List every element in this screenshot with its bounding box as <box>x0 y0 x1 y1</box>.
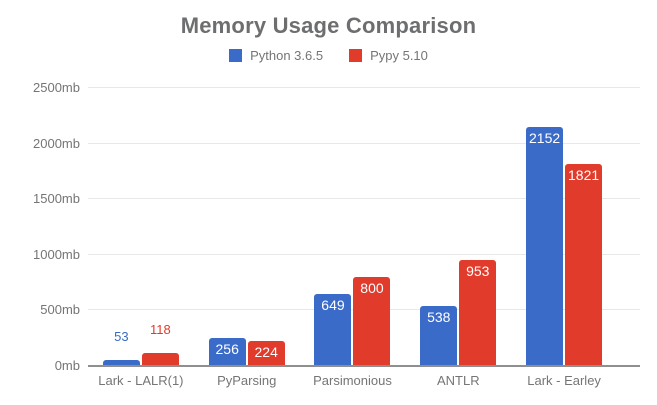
bar-value-label: 53 <box>114 329 129 345</box>
x-axis-label-antlr: ANTLR <box>436 373 480 388</box>
bar-pypy-5-10-lark-lalr-1 <box>141 352 179 366</box>
bar-value-label: 118 <box>150 321 171 337</box>
bar-pypy-5-10-lark-earley: 1821 <box>565 163 603 366</box>
y-axis-tick-label: 1000mb <box>33 246 80 262</box>
bar-python-3-6-5-lark-lalr-1 <box>102 360 140 366</box>
bar-pypy-5-10-pyparsing: 224 <box>247 341 285 366</box>
x-axis-baseline <box>88 365 640 367</box>
bar-value-label: 256 <box>215 340 239 357</box>
bars-area: 53 118 Lark - LALR(1) 256 224 PyParsing 649 800… <box>88 88 617 388</box>
gridline <box>88 198 640 200</box>
bar-value-label: 800 <box>360 280 384 297</box>
plot-area: 53 118 Lark - LALR(1) 256 224 PyParsing 649 800… <box>88 87 640 388</box>
legend-swatch-python <box>229 49 243 62</box>
x-axis-label-lark-lalr-1: Lark - LALR(1) <box>98 373 184 388</box>
x-axis-label-pyparsing: PyParsing <box>217 373 277 388</box>
legend-swatch-pypy <box>349 49 363 62</box>
chart-title: Memory Usage Comparison <box>180 13 477 38</box>
bar-python-3-6-5-antlr: 538 <box>420 306 458 366</box>
legend-item-python: Python 3.6.5 <box>229 48 323 63</box>
legend-label-pypy: Pypy 5.10 <box>370 48 428 63</box>
bar-value-label: 224 <box>254 344 278 361</box>
gridline <box>88 142 640 144</box>
gridline <box>88 253 640 255</box>
y-axis-tick-label: 500mb <box>40 302 80 318</box>
bar-group-lark-lalr-1: 53 118 Lark - LALR(1) <box>88 88 194 388</box>
bar-group-lark-earley: 2152 1821 Lark - Earley <box>511 88 617 388</box>
y-axis: 0mb 500mb 1000mb 1500mb 2000mb 2500mb <box>0 81 80 373</box>
bar-python-3-6-5-lark-earley: 2152 <box>526 126 564 366</box>
legend: Python 3.6.5 Pypy 5.10 <box>0 48 657 63</box>
bar-value-label: 538 <box>427 309 451 326</box>
bar-group-pyparsing: 256 224 PyParsing <box>194 88 300 388</box>
bar-value-label: 953 <box>466 263 490 280</box>
y-axis-tick-label: 1500mb <box>33 191 80 207</box>
x-axis-label-parsimonious: Parsimonious <box>313 373 392 388</box>
y-axis-tick-label: 2500mb <box>33 80 80 95</box>
bar-value-label: 2152 <box>529 129 561 146</box>
bar-python-3-6-5-parsimonious: 649 <box>314 293 352 366</box>
bar-pypy-5-10-antlr: 953 <box>459 260 497 366</box>
bar-value-label: 1821 <box>568 166 600 183</box>
bar-pypy-5-10-parsimonious: 800 <box>353 277 391 366</box>
bar-group-parsimonious: 649 800 Parsimonious <box>300 88 406 388</box>
bar-group-antlr: 538 953 ANTLR <box>405 88 511 388</box>
y-axis-tick-label: 2000mb <box>33 135 80 151</box>
y-axis-tick-label: 0mb <box>54 358 80 373</box>
bar-python-3-6-5-pyparsing: 256 <box>208 337 246 366</box>
legend-label-python: Python 3.6.5 <box>250 48 324 63</box>
legend-item-pypy: Pypy 5.10 <box>349 48 428 63</box>
gridline <box>88 87 640 88</box>
bar-value-label: 649 <box>321 296 345 313</box>
x-axis-label-lark-earley: Lark - Earley <box>527 373 601 388</box>
